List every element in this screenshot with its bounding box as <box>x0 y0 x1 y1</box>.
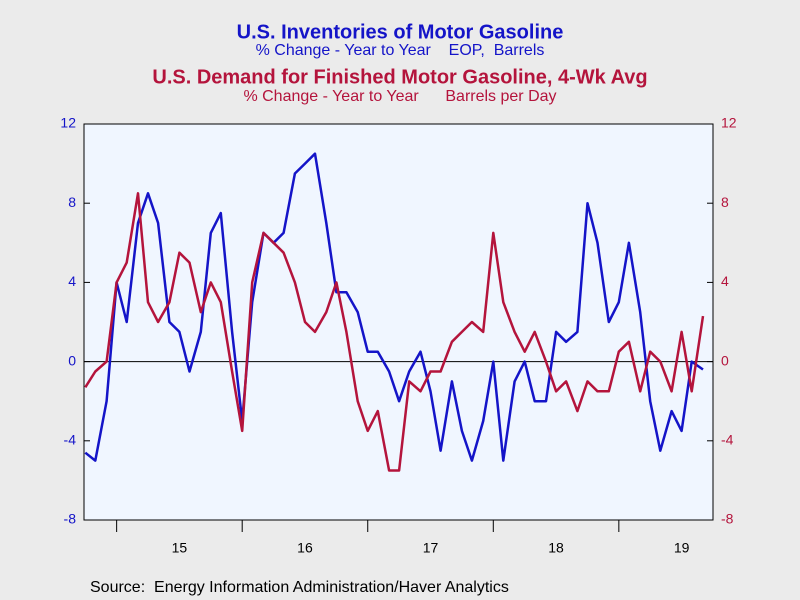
y2-tick-label: 0 <box>721 352 729 368</box>
y-tick-label: 12 <box>60 115 76 131</box>
y2-tick-label: 4 <box>721 273 729 289</box>
subtitle: % Change - Year to Year EOP, Barrels <box>256 42 545 59</box>
title: U.S. Demand for Finished Motor Gasoline,… <box>152 66 647 88</box>
y2-tick-label: 12 <box>721 115 737 131</box>
data-line <box>84 152 704 462</box>
x-tick-label: 18 <box>548 540 564 556</box>
x-tick-label: 16 <box>297 540 313 556</box>
y2-tick-label: 8 <box>721 194 729 210</box>
y2-tick-label: -8 <box>721 511 734 527</box>
y-tick-label: -4 <box>64 432 77 448</box>
source-note: Source: Energy Information Administratio… <box>90 579 509 596</box>
y-tick-label: 0 <box>68 352 76 368</box>
y2-tick-label: -4 <box>721 432 734 448</box>
y-tick-label: 4 <box>68 273 76 289</box>
subtitle: % Change - Year to Year Barrels per Day <box>243 88 556 105</box>
data-line <box>84 192 705 472</box>
x-tick-label: 19 <box>674 540 690 556</box>
x-tick-label: 17 <box>423 540 439 556</box>
y-tick-label: -8 <box>64 511 77 527</box>
title: U.S. Inventories of Motor Gasoline <box>237 21 564 43</box>
y-tick-label: 8 <box>68 194 76 210</box>
plot-area <box>83 123 714 521</box>
x-tick-label: 15 <box>172 540 188 556</box>
